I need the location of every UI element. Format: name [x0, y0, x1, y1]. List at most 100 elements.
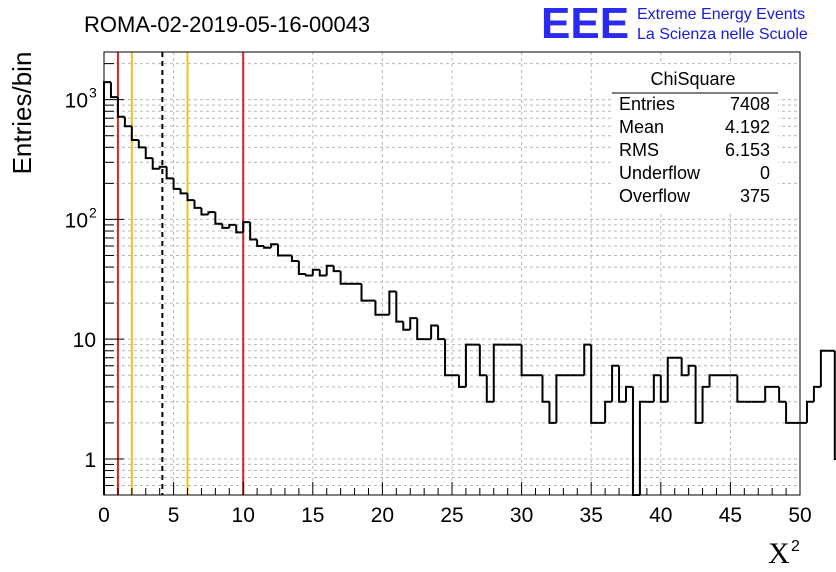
histogram-bin	[235, 224, 244, 234]
x-tick-label: 5	[168, 504, 180, 527]
histogram-bin	[764, 385, 773, 402]
x-tick-label: 25	[440, 504, 463, 527]
x-tick-label: 40	[649, 504, 672, 527]
histogram-bin	[304, 274, 313, 277]
x-tick-label: 50	[788, 504, 811, 527]
histogram-bin	[485, 375, 494, 403]
histogram-bin	[402, 321, 411, 331]
y-tick-label: 10	[65, 90, 88, 113]
stats-row-label: Underflow	[619, 163, 701, 183]
histogram-bin	[277, 244, 285, 257]
histogram-bin	[464, 343, 473, 387]
histogram-bin	[214, 212, 223, 225]
histogram-bin	[179, 188, 188, 195]
histogram-bin	[256, 239, 265, 247]
histogram-bin	[618, 365, 626, 403]
histogram-bin	[555, 374, 564, 423]
stats-row-label: Entries	[619, 94, 675, 114]
histogram-bin	[172, 178, 181, 190]
histogram-bin	[611, 364, 620, 402]
histogram-bin	[297, 260, 306, 276]
histogram-bin	[395, 291, 404, 323]
histogram-bin	[193, 200, 202, 209]
histogram-bin	[207, 211, 216, 215]
histogram-bin	[687, 364, 696, 376]
histogram-bin	[819, 349, 828, 387]
histogram-bin	[701, 385, 710, 423]
histogram-bin	[708, 374, 717, 387]
histogram-bin	[638, 400, 647, 495]
histogram-bin	[137, 140, 146, 149]
histogram-bin	[437, 325, 446, 341]
histogram-bin	[478, 344, 487, 377]
histogram-bin	[242, 221, 251, 233]
histogram-bin	[805, 400, 814, 423]
histogram-bin	[165, 166, 174, 180]
x-axis-title-superscript: 2	[791, 538, 800, 555]
stats-row-label: RMS	[619, 140, 659, 160]
histogram-bin	[631, 386, 640, 496]
x-tick-label: 20	[371, 504, 394, 527]
histogram-bin	[290, 255, 299, 262]
histogram-bin	[659, 375, 668, 403]
histogram-bin	[833, 350, 836, 460]
y-tick-exponent: 3	[89, 85, 97, 101]
stats-box-rows: Entries 7408 Mean 4.192 RMS 6.153 Underflow 0 Ov…	[619, 94, 770, 206]
histogram-bin	[583, 343, 592, 376]
chart-title: ROMA-02-2019-05-16-00043	[84, 12, 370, 37]
histogram-bin	[666, 356, 675, 402]
stats-row-value: 375	[740, 186, 770, 206]
eee-logo: EEE Extreme Energy Events La Scienza nel…	[541, 0, 808, 48]
y-tick-exponent: 2	[89, 204, 97, 220]
histogram-bin	[228, 223, 237, 228]
histogram-bin	[221, 223, 230, 229]
histogram-bin	[144, 147, 153, 160]
histogram-bin	[604, 400, 613, 423]
y-tick-label: 10	[65, 209, 88, 232]
histogram-bin	[778, 386, 787, 403]
histogram-bin	[186, 193, 195, 202]
stats-row-label: Overflow	[619, 186, 691, 206]
histogram-bin	[444, 339, 452, 377]
x-tick-label: 30	[510, 504, 533, 527]
y-tick-label: 10	[73, 329, 96, 352]
y-axis-title-group: Entries/bin	[7, 52, 37, 175]
logo-line-1: Extreme Energy Events	[637, 6, 805, 23]
histogram-bin	[520, 344, 529, 377]
y-tick-label: 1	[84, 449, 96, 472]
x-tick-label: 15	[301, 504, 324, 527]
histogram-bin	[680, 357, 689, 377]
histogram-bin	[151, 158, 160, 170]
histogram-bin	[200, 207, 209, 216]
stats-box-title: ChiSquare	[650, 69, 735, 89]
histogram-bin	[388, 290, 397, 315]
stats-row-value: 4.192	[725, 117, 770, 137]
histogram-bin	[325, 264, 334, 276]
x-axis-title: X	[768, 537, 790, 570]
histogram-bin	[492, 343, 501, 402]
histogram-bin	[812, 385, 821, 402]
histogram-bin	[123, 116, 132, 128]
x-axis-title-group: X 2	[768, 537, 800, 570]
histogram-bin	[263, 245, 272, 249]
histogram-bin	[457, 375, 466, 388]
histogram-bin	[332, 265, 341, 273]
histogram-bin	[785, 401, 794, 424]
histogram-bin	[409, 317, 418, 330]
histogram-bin	[430, 324, 439, 340]
histogram-bin	[311, 268, 320, 276]
stats-box: ChiSquare Entries 7408 Mean 4.192 RMS 6.153 Un…	[612, 64, 778, 212]
stats-row-value: 7408	[730, 94, 770, 114]
x-tick-label: 45	[719, 504, 742, 527]
histogram-bin	[652, 374, 661, 402]
histogram-bin	[158, 165, 167, 169]
histogram-bin	[109, 82, 118, 99]
x-tick-label: 35	[580, 504, 603, 527]
histogram-bin	[736, 375, 745, 403]
histogram-bin	[116, 97, 125, 118]
histogram-bin	[249, 222, 258, 241]
histogram-bin	[270, 243, 278, 248]
histogram-bin	[694, 365, 703, 424]
